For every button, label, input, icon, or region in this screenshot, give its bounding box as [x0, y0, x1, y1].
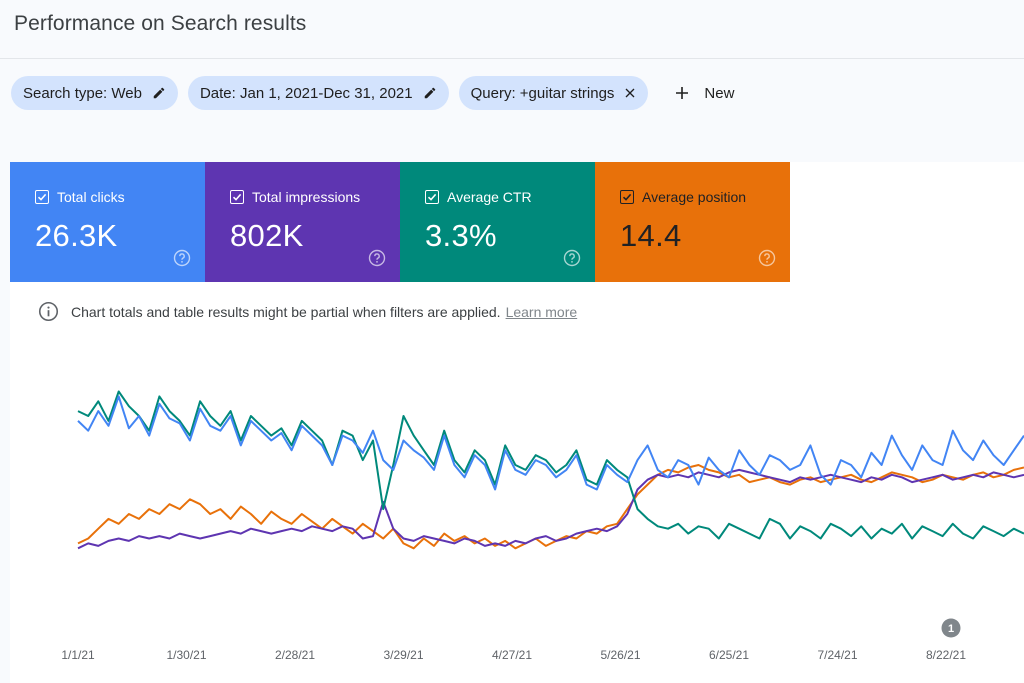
query-label: Query: +guitar strings [470, 84, 615, 102]
x-tick-label: 1/1/21 [61, 648, 95, 662]
x-tick-label: 3/29/21 [383, 648, 423, 662]
performance-chart: 1/1/21 1/30/21 2/28/21 3/29/21 4/27/21 5/26/2… [61, 390, 1024, 662]
metric-label: Total clicks [57, 189, 125, 205]
x-tick-label: 6/25/21 [709, 648, 749, 662]
series-line-position [77, 464, 1024, 550]
series-line-ctr [77, 390, 1024, 540]
edit-icon[interactable] [152, 86, 166, 100]
search-type-label: Search type: Web [23, 84, 142, 102]
series-line-clicks [77, 395, 1024, 491]
x-tick-label: 5/26/21 [600, 648, 640, 662]
date-chip[interactable]: Date: Jan 1, 2021-Dec 31, 2021 [187, 76, 449, 110]
metric-value: 3.3% [425, 218, 497, 253]
edit-icon[interactable] [423, 86, 437, 100]
metric-value: 26.3K [35, 218, 118, 253]
learn-more-link[interactable]: Learn more [505, 303, 578, 320]
series-layer [77, 390, 1024, 550]
metric-cards: Total clicks 26.3K Total impressions 802… [10, 162, 790, 282]
annotation-label: 1 [948, 623, 954, 635]
checkbox-checked-icon[interactable] [230, 190, 244, 204]
plus-icon [676, 87, 689, 99]
series-line-impressions [77, 468, 1024, 550]
annotation-marker[interactable] [941, 618, 961, 638]
x-axis-ticks: 1/1/21 1/30/21 2/28/21 3/29/21 4/27/21 5/26/2… [61, 648, 966, 662]
help-icon[interactable] [563, 249, 581, 267]
info-icon [38, 301, 59, 322]
x-tick-label: 7/24/21 [817, 648, 857, 662]
search-type-chip[interactable]: Search type: Web [11, 76, 178, 110]
average-ctr-card[interactable]: Average CTR 3.3% [400, 162, 595, 282]
notice-text: Chart totals and table results might be … [71, 303, 501, 320]
query-chip[interactable]: Query: +guitar strings [458, 76, 649, 110]
performance-panel: Total clicks 26.3K Total impressions 802… [10, 162, 1024, 683]
metric-label: Average CTR [447, 189, 532, 205]
checkbox-checked-icon[interactable] [425, 190, 439, 204]
annotation-layer: 1 [941, 618, 961, 638]
x-tick-label: 4/27/21 [492, 648, 532, 662]
metric-label: Average position [642, 189, 747, 205]
metric-label: Total impressions [252, 189, 361, 205]
help-icon[interactable] [173, 249, 191, 267]
header-divider [0, 58, 1024, 59]
help-icon[interactable] [758, 249, 776, 267]
average-position-card[interactable]: Average position 14.4 [595, 162, 790, 282]
metric-value: 14.4 [620, 218, 682, 253]
new-filter-button[interactable]: New [674, 85, 734, 102]
metric-value: 802K [230, 218, 304, 253]
total-clicks-card[interactable]: Total clicks 26.3K [10, 162, 205, 282]
checkbox-checked-icon[interactable] [620, 190, 634, 204]
filter-bar: Search type: Web Date: Jan 1, 2021-Dec 3… [11, 76, 734, 110]
page-title: Performance on Search results [14, 12, 307, 35]
total-impressions-card[interactable]: Total impressions 802K [205, 162, 400, 282]
help-icon[interactable] [368, 249, 386, 267]
x-tick-label: 2/28/21 [275, 648, 315, 662]
new-filter-label: New [704, 84, 735, 102]
date-label: Date: Jan 1, 2021-Dec 31, 2021 [199, 84, 413, 102]
x-tick-label: 1/30/21 [166, 648, 206, 662]
checkbox-checked-icon[interactable] [35, 190, 49, 204]
close-icon[interactable] [624, 87, 636, 99]
x-tick-label: 8/22/21 [926, 648, 966, 662]
partial-results-notice: Chart totals and table results might be … [38, 301, 577, 322]
